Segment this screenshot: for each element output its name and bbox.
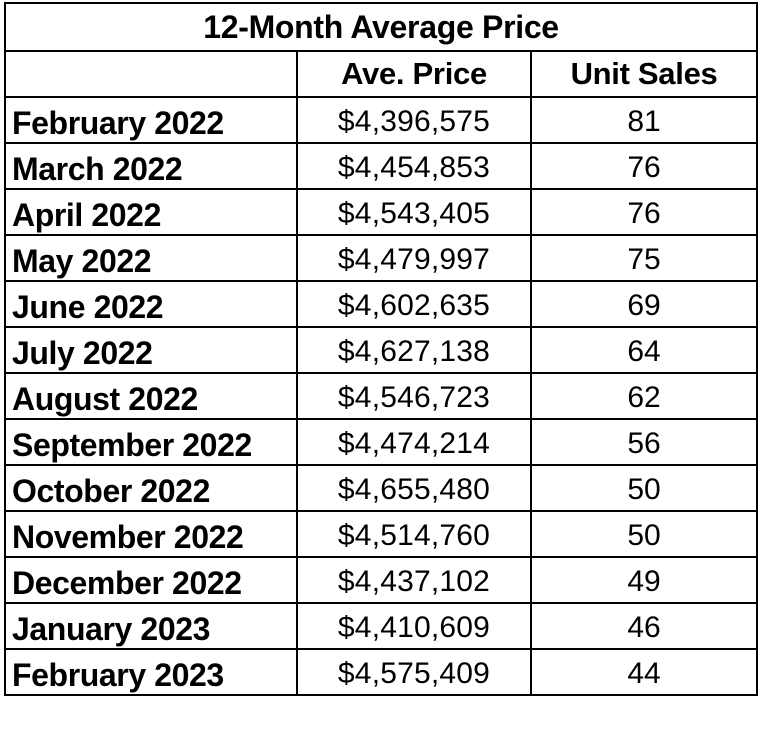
table-row: August 2022 $4,546,723 62 [4, 372, 759, 420]
month-cell: March 2022 [4, 142, 298, 190]
table-row: November 2022 $4,514,760 50 [4, 510, 759, 558]
table-row: June 2022 $4,602,635 69 [4, 280, 759, 328]
title-row: 12-Month Average Price [3, 2, 759, 52]
header-row: Ave. Price Unit Sales [4, 50, 759, 98]
units-cell: 75 [529, 234, 759, 282]
price-cell: $4,602,635 [296, 280, 532, 328]
month-cell: November 2022 [4, 510, 298, 558]
month-cell: August 2022 [4, 372, 298, 420]
units-cell: 64 [529, 326, 759, 374]
price-cell: $4,514,760 [296, 510, 532, 558]
header-price: Ave. Price [296, 50, 532, 98]
price-table: 12-Month Average Price Ave. Price Unit S… [3, 2, 759, 696]
units-cell: 50 [529, 510, 759, 558]
units-cell: 44 [529, 648, 759, 696]
price-cell: $4,474,214 [296, 418, 532, 466]
price-cell: $4,410,609 [296, 602, 532, 650]
units-cell: 81 [529, 96, 759, 144]
month-cell: September 2022 [4, 418, 298, 466]
price-cell: $4,437,102 [296, 556, 532, 604]
units-cell: 46 [529, 602, 759, 650]
table-row: January 2023 $4,410,609 46 [4, 602, 759, 650]
month-cell: December 2022 [4, 556, 298, 604]
table-row: September 2022 $4,474,214 56 [4, 418, 759, 466]
table-row: March 2022 $4,454,853 76 [4, 142, 759, 190]
price-cell: $4,627,138 [296, 326, 532, 374]
table-body: 12-Month Average Price Ave. Price Unit S… [3, 2, 759, 696]
units-cell: 50 [529, 464, 759, 512]
price-cell: $4,479,997 [296, 234, 532, 282]
units-cell: 76 [529, 142, 759, 190]
table-row: July 2022 $4,627,138 64 [4, 326, 759, 374]
price-cell: $4,546,723 [296, 372, 532, 420]
month-cell: June 2022 [4, 280, 298, 328]
table-row: April 2022 $4,543,405 76 [4, 188, 759, 236]
units-cell: 49 [529, 556, 759, 604]
month-cell: February 2023 [4, 648, 298, 696]
table-title: 12-Month Average Price [3, 2, 759, 52]
month-cell: May 2022 [4, 234, 298, 282]
price-cell: $4,396,575 [296, 96, 532, 144]
table-row: February 2023 $4,575,409 44 [4, 648, 759, 696]
units-cell: 76 [529, 188, 759, 236]
table-row: February 2022 $4,396,575 81 [4, 96, 759, 144]
month-cell: July 2022 [4, 326, 298, 374]
header-month [4, 50, 298, 98]
price-cell: $4,575,409 [296, 648, 532, 696]
month-cell: April 2022 [4, 188, 298, 236]
month-cell: February 2022 [4, 96, 298, 144]
month-cell: January 2023 [4, 602, 298, 650]
month-cell: October 2022 [4, 464, 298, 512]
price-cell: $4,655,480 [296, 464, 532, 512]
units-cell: 69 [529, 280, 759, 328]
units-cell: 56 [529, 418, 759, 466]
header-units: Unit Sales [529, 50, 759, 98]
table-row: December 2022 $4,437,102 49 [4, 556, 759, 604]
price-cell: $4,454,853 [296, 142, 532, 190]
table-row: October 2022 $4,655,480 50 [4, 464, 759, 512]
units-cell: 62 [529, 372, 759, 420]
table-row: May 2022 $4,479,997 75 [4, 234, 759, 282]
price-cell: $4,543,405 [296, 188, 532, 236]
